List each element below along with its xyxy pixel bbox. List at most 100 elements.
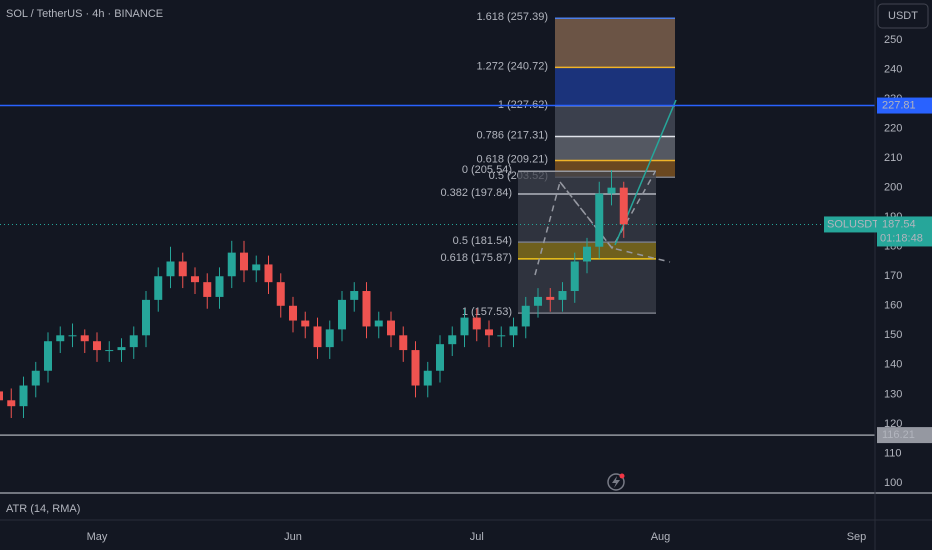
symbol-tag: SOLUSDT	[827, 218, 879, 230]
candle-body	[497, 335, 506, 337]
fib-label: 0.618 (209.21)	[476, 153, 548, 165]
price-line-tag-bg	[877, 427, 932, 444]
candle-body	[619, 187, 628, 225]
candle-body	[203, 282, 212, 297]
candle-body	[509, 326, 518, 336]
candle-body	[485, 329, 493, 336]
indicator-label: ATR (14, RMA)	[6, 503, 80, 515]
candle-body	[325, 329, 334, 348]
alert-icon[interactable]	[607, 473, 625, 491]
countdown-tag: 01:18:48	[880, 232, 923, 244]
candle-body	[0, 391, 3, 401]
candle-body	[583, 246, 591, 262]
candle-body	[350, 291, 359, 300]
fib-label: 0 (205.54)	[462, 164, 512, 176]
candle-body	[607, 187, 616, 194]
candle-body	[387, 320, 395, 336]
candle-body	[460, 317, 469, 336]
fib-label: 0.618 (175.87)	[440, 252, 512, 264]
fib-band	[518, 171, 656, 195]
candle-body	[411, 350, 420, 386]
fib-label: 1.272 (240.72)	[476, 60, 548, 72]
candle-body	[93, 341, 101, 351]
price-line-tag: 116.21	[882, 429, 915, 441]
candle-body	[105, 350, 114, 352]
candle-body	[472, 317, 481, 330]
candle-body	[252, 264, 261, 271]
candle-body	[117, 347, 126, 351]
candle-body	[399, 335, 408, 351]
candle-body	[534, 296, 542, 306]
candle-body	[7, 400, 16, 407]
candle-body	[142, 299, 150, 336]
y-tick-label: 110	[884, 447, 902, 459]
candle-body	[276, 282, 285, 306]
candle-body	[44, 341, 52, 371]
chart-title: SOL / TetherUS · 4h · BINANCE	[6, 8, 163, 20]
y-tick-label: 240	[884, 63, 902, 75]
pattern-line	[559, 181, 671, 263]
fib-band	[555, 67, 675, 107]
candle-body	[570, 261, 579, 292]
candle-body	[313, 326, 322, 348]
x-tick-label: Jun	[284, 531, 302, 543]
candle-body	[80, 335, 89, 342]
fib-label: 0.382 (197.84)	[440, 187, 512, 199]
symbol-tag-bg	[824, 216, 877, 233]
candle-body	[362, 291, 371, 327]
y-tick-label: 210	[884, 152, 902, 164]
fib-band	[555, 136, 675, 161]
candle-body	[240, 252, 248, 271]
candle-body	[546, 296, 555, 300]
price-line-tag-bg	[877, 97, 932, 114]
fib-label: 1.618 (257.39)	[476, 11, 548, 23]
fib-label: 0.786 (217.31)	[476, 129, 548, 141]
y-tick-label: 100	[884, 477, 902, 489]
fib-band	[555, 106, 675, 137]
y-tick-label: 220	[884, 123, 902, 135]
x-tick-label: Jul	[470, 531, 484, 543]
candle-body	[178, 261, 187, 277]
y-tick-label: 250	[884, 34, 902, 46]
candle-body	[289, 305, 297, 321]
y-tick-label: 170	[884, 270, 902, 282]
candle-body	[301, 320, 310, 327]
candle-body	[68, 335, 77, 337]
candle-body	[436, 344, 444, 371]
x-tick-label: Sep	[847, 531, 867, 543]
price-line-tag: 227.81	[882, 99, 916, 111]
candle-body	[264, 264, 273, 283]
current-price-tag-bg	[877, 216, 932, 247]
candle-body	[215, 276, 224, 297]
y-tick-label: 140	[884, 359, 902, 371]
candle-body	[423, 370, 432, 386]
currency-button[interactable]	[877, 3, 929, 29]
candle-body	[448, 335, 457, 345]
pattern-line	[534, 171, 656, 276]
y-tick-label: 150	[884, 329, 902, 341]
candle-body	[227, 252, 236, 277]
current-price-tag: 187.54	[882, 218, 916, 230]
fib-band	[555, 18, 675, 68]
fib-label: 0.5 (181.54)	[453, 235, 512, 247]
y-tick-label: 200	[884, 182, 902, 194]
candle-body	[166, 261, 175, 277]
candle-body	[56, 335, 65, 342]
fib-label: 1 (157.53)	[462, 306, 512, 318]
candle-body	[521, 305, 530, 327]
candle-body	[19, 385, 28, 407]
y-tick-label: 160	[884, 300, 902, 312]
candle-body	[374, 320, 383, 327]
currency-label[interactable]: USDT	[888, 10, 918, 22]
y-tick-label: 120	[884, 418, 902, 430]
candle-body	[338, 299, 346, 330]
candle-body	[129, 335, 138, 348]
candle-body	[154, 276, 163, 300]
candle-body	[31, 370, 40, 386]
y-tick-label: 130	[884, 388, 902, 400]
candle-body	[595, 193, 604, 247]
plot-area: 1.618 (257.39)1.272 (240.72)1 (227.62)0.…	[0, 11, 875, 436]
candle-body	[558, 291, 567, 300]
